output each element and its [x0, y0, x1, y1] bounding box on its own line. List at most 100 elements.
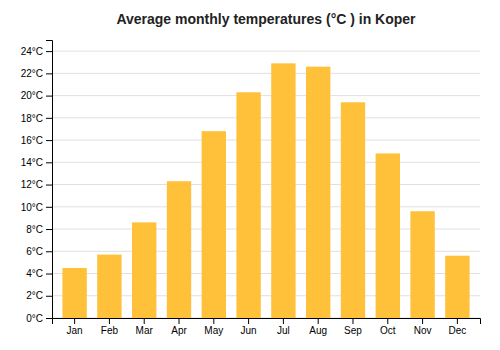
tick: 24°C — [21, 46, 52, 57]
tick: 22°C — [21, 68, 52, 79]
grid-line — [52, 184, 480, 185]
grid — [52, 51, 480, 318]
tick-label: May — [204, 325, 223, 336]
tick-label: 16°C — [21, 135, 43, 146]
grid-line — [52, 95, 480, 96]
axis-line — [53, 319, 481, 325]
tick-mark — [422, 318, 423, 324]
bar — [132, 222, 156, 318]
tick: Jan — [67, 318, 83, 336]
tick-mark — [144, 318, 145, 324]
y-axis: 0°C 2°C 4°C 6°C 8°C 10°C 12°C 14°C 16°C 18°C 20°C 2… — [21, 41, 53, 324]
tick-label: 14°C — [21, 157, 43, 168]
grid-line — [52, 206, 480, 207]
tick-mark — [46, 207, 52, 208]
bar — [202, 131, 226, 318]
bar — [271, 63, 295, 318]
tick-mark — [46, 229, 52, 230]
tick-label: 0°C — [26, 313, 43, 324]
tick-mark — [46, 96, 52, 97]
tick-mark — [46, 185, 52, 186]
grid-line — [52, 162, 480, 163]
tick-label: Oct — [380, 325, 396, 336]
tick-mark — [46, 274, 52, 275]
tick-label: 8°C — [26, 224, 43, 235]
tick-label: Mar — [136, 325, 154, 336]
tick-label: 22°C — [21, 68, 43, 79]
tick-mark — [109, 318, 110, 324]
tick: 14°C — [21, 157, 52, 168]
tick-mark — [46, 73, 52, 74]
bar — [167, 181, 191, 318]
title: Average monthly temperatures (°C ) in Ko… — [116, 11, 416, 27]
tick-label: 4°C — [26, 268, 43, 279]
tick: 8°C — [26, 224, 52, 235]
tick: Feb — [101, 318, 119, 336]
tick: 4°C — [26, 268, 52, 279]
tick-mark — [318, 318, 319, 324]
tick-label: 20°C — [21, 90, 43, 101]
bar — [341, 102, 365, 318]
bar — [376, 153, 400, 318]
bar — [410, 211, 434, 318]
tick: Apr — [171, 318, 187, 336]
plot: 0°C 2°C 4°C 6°C 8°C 10°C 12°C 14°C 16°C 18°C 20°C 2… — [21, 41, 481, 337]
tick-mark — [46, 162, 52, 163]
tick-mark — [46, 318, 52, 319]
grid-line — [52, 140, 480, 141]
tick: 16°C — [21, 135, 52, 146]
tick-mark — [213, 318, 214, 324]
tick: Mar — [136, 318, 154, 336]
grid-line — [52, 73, 480, 74]
x-axis: Jan Feb Mar Apr May Jun Jul Aug Sep Oct Nov Dec — [53, 318, 481, 336]
tick: 2°C — [26, 290, 52, 301]
tick-label: Apr — [171, 325, 187, 336]
tick-label: 6°C — [26, 246, 43, 257]
grid-line — [52, 117, 480, 118]
tick-label: 18°C — [21, 113, 43, 124]
tick-mark — [46, 51, 52, 52]
bar — [62, 268, 86, 318]
bar — [236, 92, 260, 318]
tick: 6°C — [26, 246, 52, 257]
tick: Jul — [277, 318, 290, 336]
tick-mark — [179, 318, 180, 324]
tick-label: Jan — [67, 325, 83, 336]
tick-label: Sep — [344, 325, 362, 336]
tick-mark — [46, 118, 52, 119]
tick-mark — [46, 251, 52, 252]
bar — [445, 256, 469, 318]
tick: 0°C — [26, 313, 52, 324]
tick-label: Aug — [309, 325, 327, 336]
tick-label: 24°C — [21, 46, 43, 57]
tick-label: Feb — [101, 325, 119, 336]
tick-mark — [248, 318, 249, 324]
bar — [306, 67, 330, 318]
tick: Dec — [448, 318, 466, 336]
tick-label: Dec — [448, 325, 466, 336]
tick: May — [204, 318, 223, 336]
tick: Oct — [380, 318, 396, 336]
tick-label: Jun — [241, 325, 257, 336]
tick: Nov — [414, 318, 432, 336]
tick: Jun — [241, 318, 257, 336]
tick-mark — [46, 296, 52, 297]
tick-label: 2°C — [26, 290, 43, 301]
tick-mark — [74, 318, 75, 324]
tick-label: 10°C — [21, 202, 43, 213]
tick-label: Jul — [277, 325, 290, 336]
bars — [62, 63, 469, 318]
tick: 20°C — [21, 90, 52, 101]
axis-line — [46, 41, 53, 319]
tick: 10°C — [21, 202, 52, 213]
tick-label: 12°C — [21, 179, 43, 190]
tick: 18°C — [21, 113, 52, 124]
tick: Sep — [344, 318, 362, 336]
tick-mark — [46, 140, 52, 141]
chart: 0°C 2°C 4°C 6°C 8°C 10°C 12°C 14°C 16°C 18°C 20°C 2… — [0, 0, 500, 350]
tick-mark — [457, 318, 458, 324]
tick-mark — [283, 318, 284, 324]
tick-mark — [352, 318, 353, 324]
tick-mark — [387, 318, 388, 324]
tick: 12°C — [21, 179, 52, 190]
